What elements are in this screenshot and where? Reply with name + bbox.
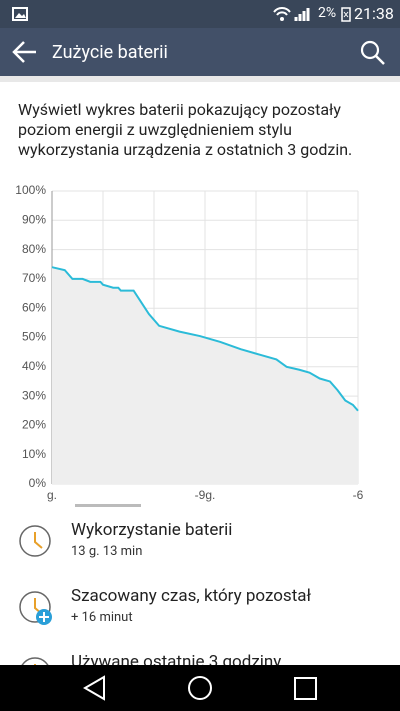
home-nav[interactable] bbox=[188, 676, 212, 700]
gallery-icon bbox=[12, 7, 28, 21]
y-tick-label: 90% bbox=[22, 212, 46, 226]
nav-bar bbox=[0, 665, 400, 711]
description-line: wykorzystania urządzenia z ostatnich 3 g… bbox=[18, 140, 353, 159]
item-subtitle: + 16 minut bbox=[71, 610, 133, 625]
y-tick-label: 80% bbox=[22, 242, 46, 256]
item-icon bbox=[19, 525, 51, 557]
battery-percent: 2% bbox=[318, 5, 337, 21]
y-tick-label: 20% bbox=[22, 418, 46, 432]
battery-chart: 0% 10% 20% 30% 40% 50% 60% 70% 80% 90% 100% g. -9g. -… bbox=[15, 183, 364, 507]
y-tick-label: 60% bbox=[22, 300, 46, 314]
app-title: Zużycie baterii bbox=[52, 42, 168, 63]
area bbox=[52, 267, 358, 484]
y-tick-label: 100% bbox=[15, 183, 46, 197]
scroll-indicator bbox=[75, 504, 141, 507]
x-tick-label: -6 bbox=[353, 488, 364, 502]
item-title: Wykorzystanie baterii bbox=[71, 520, 233, 540]
item-icon bbox=[19, 591, 52, 625]
signal-icons bbox=[273, 7, 310, 21]
back-button[interactable] bbox=[12, 40, 38, 64]
divider bbox=[0, 76, 400, 82]
x-tick-label: g. bbox=[47, 488, 57, 502]
item-subtitle: 13 g. 13 min bbox=[71, 544, 143, 559]
item-title: Szacowany czas, który pozostał bbox=[71, 586, 312, 606]
search-button[interactable] bbox=[360, 40, 386, 66]
battery-icon bbox=[341, 7, 351, 22]
line bbox=[51, 266, 359, 412]
description-line: Wyświetl wykres baterii pokazujący pozos… bbox=[18, 100, 341, 119]
y-tick-label: 10% bbox=[22, 447, 46, 461]
description-line: poziom energii z uwzględnieniem stylu bbox=[18, 120, 292, 139]
y-tick-label: 0% bbox=[29, 476, 47, 490]
y-tick-label: 70% bbox=[22, 271, 46, 285]
nav-buttons bbox=[83, 675, 317, 701]
clock: 21:38 bbox=[354, 4, 394, 23]
app-bar bbox=[0, 28, 400, 76]
x-tick-label: -9g. bbox=[195, 488, 216, 502]
y-tick-label: 30% bbox=[22, 388, 46, 402]
y-tick-label: 50% bbox=[22, 330, 46, 344]
y-tick-label: 40% bbox=[22, 359, 46, 373]
status-bar bbox=[0, 0, 400, 28]
back-nav[interactable] bbox=[83, 675, 105, 701]
description: Wyświetl wykres baterii pokazujący pozos… bbox=[18, 100, 352, 160]
recents-nav[interactable] bbox=[294, 677, 317, 700]
